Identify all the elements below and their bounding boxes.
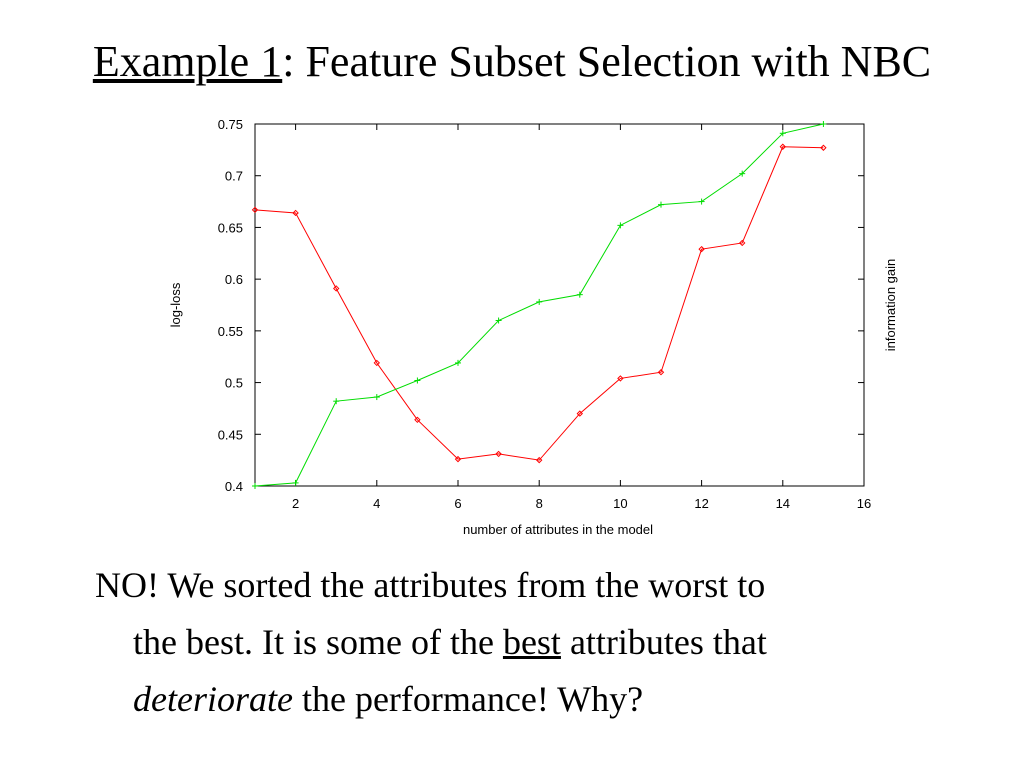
title-underlined-part: Example 1 (92, 37, 283, 86)
y-tick-label: 0.75 (218, 117, 243, 132)
plot-frame (254, 123, 865, 487)
title-rest: : Feature Subset Selection with NBC (282, 37, 932, 86)
x-axis-ticks: 2 4 6 8 10 12 14 16 (292, 124, 871, 511)
body-line-2: the best. It is some of the best attribu… (95, 614, 975, 671)
y-axis-label: log-loss (168, 282, 183, 327)
log-loss-point (779, 143, 787, 150)
x-axis-label: number of attributes in the model (463, 522, 653, 537)
information-gain-point (292, 479, 299, 486)
chart-svg: 2 4 6 8 10 12 14 16 0.4 0.45 0.5 0.55 0.6 0.65 0.7 0.7… (168, 117, 898, 537)
x-tick-label: 6 (454, 496, 461, 511)
log-loss-point (414, 416, 421, 424)
x-tick-label: 16 (857, 496, 871, 511)
x-tick-label: 12 (694, 496, 708, 511)
information-gain-point (414, 377, 421, 384)
y-axis-ticks: 0.4 0.45 0.5 0.55 0.6 0.65 0.7 0.75 (218, 117, 864, 494)
x-tick-label: 14 (776, 496, 790, 511)
x-tick-label: 10 (613, 496, 627, 511)
y2-axis-label: information gain (883, 259, 898, 352)
body-line-3-end: the performance! Why? (292, 679, 644, 719)
y-tick-label: 0.7 (225, 169, 243, 184)
information-gain-point (617, 222, 624, 229)
y-tick-label: 0.5 (225, 376, 243, 391)
series-line-information-gain (254, 123, 824, 487)
slide-body-text: NO! We sorted the attributes from the wo… (95, 557, 975, 728)
x-tick-label: 2 (292, 496, 299, 511)
x-tick-label: 4 (373, 496, 380, 511)
information-gain-point (576, 291, 583, 298)
information-gain-point (455, 359, 461, 366)
information-gain-point (495, 317, 502, 324)
information-gain-point (373, 394, 380, 401)
series-line-log-loss (254, 146, 824, 461)
log-loss-point (454, 455, 462, 463)
log-loss-point (820, 144, 827, 151)
log-loss-point (292, 209, 299, 217)
information-gain-point (739, 170, 746, 177)
log-loss-point (332, 285, 340, 292)
information-gain-point (820, 121, 827, 127)
y-tick-label: 0.45 (218, 427, 243, 442)
information-gain-point (698, 198, 705, 205)
y-tick-label: 0.6 (225, 272, 243, 287)
log-loss-point (495, 450, 502, 458)
information-gain-point (536, 298, 543, 305)
series-group (251, 121, 827, 489)
y-tick-label: 0.4 (225, 479, 243, 494)
log-loss-point (657, 369, 665, 376)
log-loss-point (617, 375, 624, 382)
body-line-3: deteriorate the performance! Why? (95, 671, 975, 728)
body-line-2-end: attributes that (560, 622, 767, 662)
x-tick-label: 8 (536, 496, 543, 511)
log-loss-point (698, 245, 705, 253)
information-gain-point (658, 201, 664, 208)
log-loss-point (576, 410, 584, 417)
y-tick-label: 0.55 (218, 324, 243, 339)
y-tick-label: 0.65 (218, 220, 243, 235)
slide-title: Example 1: Feature Subset Selection with… (0, 36, 1024, 88)
information-gain-point (333, 398, 340, 405)
information-gain-point (252, 483, 258, 489)
underlined-word-best: best (502, 622, 561, 662)
italic-word-deteriorate: deteriorate (133, 679, 293, 719)
log-loss-point (738, 239, 746, 247)
line-chart: 2 4 6 8 10 12 14 16 0.4 0.45 0.5 0.55 0.6 0.65 0.7 0.7… (168, 117, 898, 537)
body-line-1: NO! We sorted the attributes from the wo… (95, 565, 766, 605)
information-gain-point (779, 130, 786, 137)
log-loss-point (535, 456, 543, 464)
log-loss-point (373, 359, 381, 367)
log-loss-point (251, 206, 259, 214)
body-line-2-start: the best. It is some of the (133, 622, 503, 662)
